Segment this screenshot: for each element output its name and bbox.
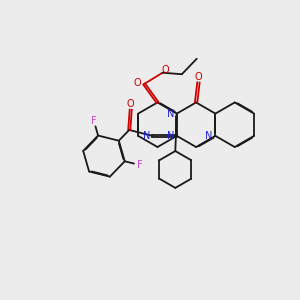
- Text: N: N: [143, 131, 151, 141]
- Text: O: O: [195, 72, 202, 82]
- Text: N: N: [205, 131, 213, 141]
- Text: O: O: [127, 99, 134, 110]
- Text: N: N: [167, 109, 174, 118]
- Text: F: F: [91, 116, 97, 126]
- Text: O: O: [134, 78, 141, 88]
- Text: O: O: [161, 65, 169, 75]
- Text: F: F: [137, 160, 142, 170]
- Text: N: N: [167, 131, 174, 141]
